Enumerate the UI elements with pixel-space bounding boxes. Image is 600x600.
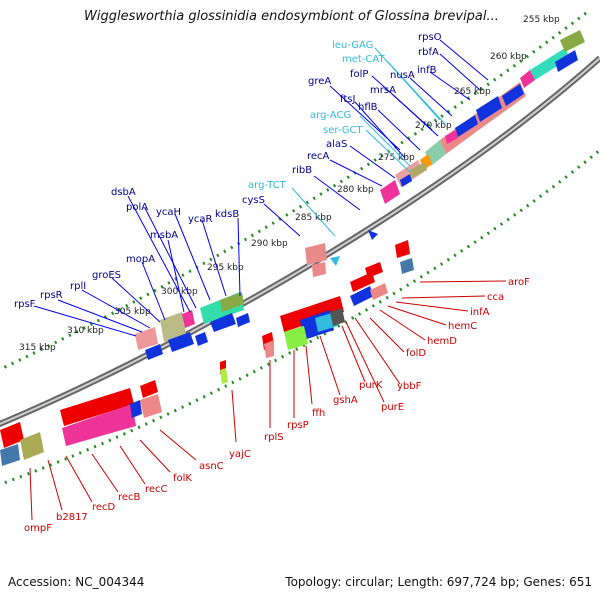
gene-label: hflB [358,102,378,113]
gene-label: rpsP [287,420,309,431]
gene-label: recD [92,502,116,513]
gene-label: infA [470,307,490,318]
scale-label: 255 kbp [523,15,560,25]
scale-label: 310 kbp [67,326,104,336]
gene-label: rplI [70,281,86,292]
gene-label: folK [173,473,192,484]
gene-label: ycaH [156,207,181,218]
gene-label: rpsR [40,290,63,301]
scale-label: 295 kbp [207,263,244,273]
gene-label: cysS [242,195,265,206]
gene-label: ycaR [188,214,213,225]
scale-label: 315 kbp [19,343,56,353]
scale-label: 290 kbp [251,239,288,249]
accession-label: Accession: NC_004344 [8,575,145,589]
gene-label: ompF [24,523,52,534]
gene-label: ribB [292,165,312,176]
genome-backbone [0,55,600,428]
gene-label: recA [307,151,330,162]
gene-label: ftsJ [340,94,355,105]
gene-label: asnC [199,461,224,472]
gene-label: nusA [390,70,415,81]
gene-label: arg-ACG [310,110,351,121]
gene-label: rbfA [418,47,439,58]
gene-label: folD [406,348,426,359]
reverse-gene-labels: aroF cca infA hemC hemD folD ybbF purE p… [24,277,530,534]
gene-label: polA [126,202,148,213]
scale-labels: 255 kbp 260 kbp 265 kbp 270 kbp 275 kbp … [19,15,560,353]
gene-label: hemC [448,321,477,332]
scale-label: 305 kbp [114,307,151,317]
gene-label: kdsB [215,209,239,220]
gene-label: rpsF [14,299,36,310]
gene-label: ser-GCT [323,125,364,136]
gene-label: rpsO [418,32,442,43]
reverse-features [0,240,414,466]
gene-label: purE [381,402,404,413]
gene-label: infB [417,65,437,76]
gene-label: ybbF [397,381,422,392]
gene-label: cca [487,292,504,303]
gene-label: hemD [427,336,457,347]
gene-label: dsbA [111,187,136,198]
gene-label: purK [359,380,383,391]
scale-label: 265 kbp [454,87,491,97]
gene-label: yajC [229,449,251,460]
gene-label: arg-TCT [248,180,287,191]
scale-label: 275 kbp [378,153,415,163]
gene-label: gshA [333,395,358,406]
gene-label: mopA [126,254,155,265]
gene-label: met-CAT [342,54,385,65]
forward-gene-labels: rpsO rbfA infB leu-GAG met-CAT folP nusA… [14,32,489,337]
gene-label: folP [350,69,368,80]
gene-label: rplS [264,432,284,443]
gene-label: alaS [326,139,347,150]
scale-label: 260 kbp [490,52,527,62]
scale-label: 270 kbp [415,121,452,131]
map-title: Wigglesworthia glossinidia endosymbiont … [84,9,499,24]
gene-label: aroF [508,277,530,288]
gene-label: leu-GAG [332,40,373,51]
gene-label: ffh [312,408,325,419]
gene-label: recC [145,484,168,495]
forward-features [135,30,585,360]
genome-backbone-highlight [0,57,600,425]
scale-label: 280 kbp [337,185,374,195]
scale-label: 285 kbp [295,213,332,223]
gene-label: recB [118,492,141,503]
gene-label: msbA [150,230,178,241]
gene-label: mrsA [370,85,396,96]
genome-summary: Topology: circular; Length: 697,724 bp; … [285,575,592,589]
scale-ring-inner [0,8,591,371]
gene-label: b2817 [56,512,88,523]
gene-label: groES [92,270,121,281]
gene-label: greA [308,76,331,87]
